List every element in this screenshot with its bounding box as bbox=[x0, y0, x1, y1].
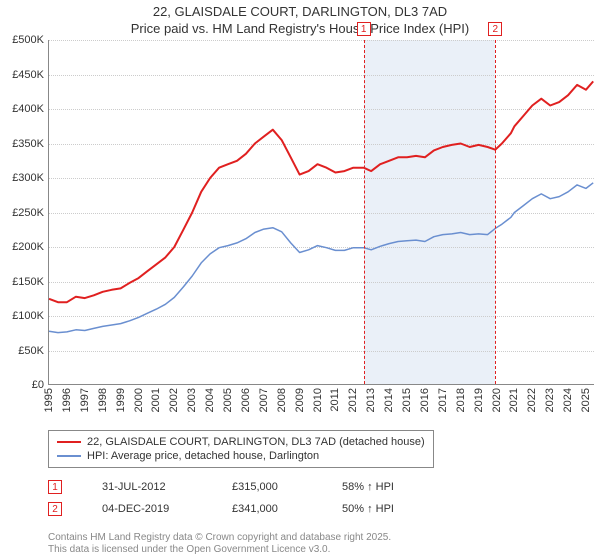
title-line2: Price paid vs. HM Land Registry's House … bbox=[0, 21, 600, 38]
legend-item: HPI: Average price, detached house, Darl… bbox=[57, 449, 425, 463]
sales-table: 1 31-JUL-2012 £315,000 58% ↑ HPI 2 04-DE… bbox=[48, 476, 432, 520]
x-axis-label: 2025 bbox=[580, 388, 592, 412]
sales-row: 2 04-DEC-2019 £341,000 50% ↑ HPI bbox=[48, 498, 432, 520]
footer-attribution: Contains HM Land Registry data © Crown c… bbox=[48, 532, 391, 556]
y-axis-label: £500K bbox=[12, 34, 44, 46]
footer-line2: This data is licensed under the Open Gov… bbox=[48, 544, 391, 556]
y-axis-label: £400K bbox=[12, 103, 44, 115]
sale-marker-line bbox=[364, 40, 365, 384]
x-axis-label: 2014 bbox=[383, 388, 395, 412]
x-axis-label: 2010 bbox=[312, 388, 324, 412]
sales-price: £315,000 bbox=[232, 481, 302, 493]
x-axis-label: 2021 bbox=[508, 388, 520, 412]
line-series-svg bbox=[49, 40, 594, 384]
y-axis-label: £300K bbox=[12, 172, 44, 184]
y-axis-label: £250K bbox=[12, 207, 44, 219]
sales-pct: 58% ↑ HPI bbox=[342, 481, 432, 493]
x-axis-label: 1999 bbox=[115, 388, 127, 412]
sales-price: £341,000 bbox=[232, 503, 302, 515]
sale-marker-line bbox=[495, 40, 496, 384]
legend-swatch bbox=[57, 441, 81, 443]
x-axis-label: 2004 bbox=[204, 388, 216, 412]
x-axis-label: 2000 bbox=[133, 388, 145, 412]
title-block: 22, GLAISDALE COURT, DARLINGTON, DL3 7AD… bbox=[0, 0, 600, 38]
sales-date: 31-JUL-2012 bbox=[102, 481, 192, 493]
x-axis-label: 2016 bbox=[419, 388, 431, 412]
x-axis-label: 2024 bbox=[562, 388, 574, 412]
y-axis-label: £150K bbox=[12, 276, 44, 288]
y-axis-label: £50K bbox=[18, 345, 44, 357]
x-axis-label: 2012 bbox=[347, 388, 359, 412]
sales-pct: 50% ↑ HPI bbox=[342, 503, 432, 515]
legend: 22, GLAISDALE COURT, DARLINGTON, DL3 7AD… bbox=[48, 430, 434, 468]
x-axis-label: 2009 bbox=[294, 388, 306, 412]
x-axis-label: 2011 bbox=[329, 388, 341, 412]
x-axis-label: 2020 bbox=[491, 388, 503, 412]
x-axis-label: 1995 bbox=[43, 388, 55, 412]
chart-container: 22, GLAISDALE COURT, DARLINGTON, DL3 7AD… bbox=[0, 0, 600, 560]
x-axis-label: 2018 bbox=[455, 388, 467, 412]
sales-row: 1 31-JUL-2012 £315,000 58% ↑ HPI bbox=[48, 476, 432, 498]
series-hpi-line bbox=[49, 183, 593, 333]
x-axis-label: 2002 bbox=[168, 388, 180, 412]
y-axis-label: £350K bbox=[12, 138, 44, 150]
x-axis-label: 2013 bbox=[365, 388, 377, 412]
x-axis-label: 2008 bbox=[276, 388, 288, 412]
x-axis-label: 1997 bbox=[79, 388, 91, 412]
footer-line1: Contains HM Land Registry data © Crown c… bbox=[48, 532, 391, 544]
x-axis-label: 2003 bbox=[186, 388, 198, 412]
chart-area: 12 £0£50K£100K£150K£200K£250K£300K£350K£… bbox=[6, 40, 594, 420]
legend-swatch bbox=[57, 455, 81, 457]
series-property-line bbox=[49, 81, 593, 302]
x-axis-label: 2022 bbox=[526, 388, 538, 412]
x-axis-label: 2006 bbox=[240, 388, 252, 412]
y-axis-label: £450K bbox=[12, 69, 44, 81]
legend-label: 22, GLAISDALE COURT, DARLINGTON, DL3 7AD… bbox=[87, 436, 425, 448]
sales-marker-icon: 2 bbox=[48, 502, 62, 516]
sales-marker-icon: 1 bbox=[48, 480, 62, 494]
x-axis-label: 1998 bbox=[97, 388, 109, 412]
x-axis-label: 2023 bbox=[544, 388, 556, 412]
y-axis-label: £200K bbox=[12, 241, 44, 253]
y-axis-label: £100K bbox=[12, 310, 44, 322]
x-axis-label: 2017 bbox=[437, 388, 449, 412]
legend-label: HPI: Average price, detached house, Darl… bbox=[87, 450, 319, 462]
sales-date: 04-DEC-2019 bbox=[102, 503, 192, 515]
legend-item: 22, GLAISDALE COURT, DARLINGTON, DL3 7AD… bbox=[57, 435, 425, 449]
x-axis-label: 2001 bbox=[150, 388, 162, 412]
x-axis-label: 2019 bbox=[473, 388, 485, 412]
sale-marker-icon: 2 bbox=[488, 22, 502, 36]
x-axis-label: 1996 bbox=[61, 388, 73, 412]
x-axis-label: 2007 bbox=[258, 388, 270, 412]
sale-marker-icon: 1 bbox=[357, 22, 371, 36]
title-line1: 22, GLAISDALE COURT, DARLINGTON, DL3 7AD bbox=[0, 4, 600, 21]
x-axis-label: 2015 bbox=[401, 388, 413, 412]
x-axis-label: 2005 bbox=[222, 388, 234, 412]
plot-region: 12 bbox=[48, 40, 594, 385]
